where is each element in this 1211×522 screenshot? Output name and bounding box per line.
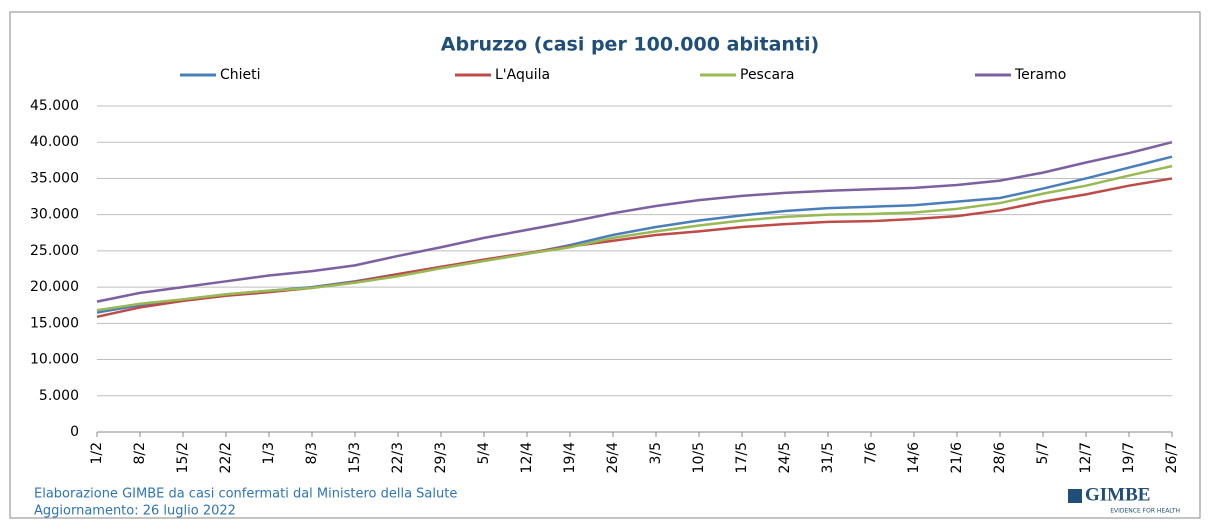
y-tick-label: 45.000 bbox=[30, 98, 79, 114]
frame bbox=[9, 11, 1201, 519]
x-tick-label: 14/6 bbox=[906, 442, 922, 474]
y-tick-label: 10.000 bbox=[30, 352, 79, 368]
x-tick-label: 26/4 bbox=[605, 442, 621, 474]
x-tick-label: 31/5 bbox=[820, 442, 836, 473]
x-tick-label: 17/5 bbox=[734, 442, 750, 473]
x-tick-label: 19/7 bbox=[1121, 442, 1137, 473]
x-tick-label: 1/2 bbox=[89, 442, 105, 465]
x-tick-label: 12/4 bbox=[519, 442, 535, 474]
legend-label: Chieti bbox=[220, 67, 261, 83]
x-tick-label: 29/3 bbox=[433, 442, 449, 473]
x-tick-label: 5/4 bbox=[476, 442, 492, 465]
logo-tagline: EVIDENCE FOR HEALTH bbox=[1110, 508, 1180, 515]
x-tick-label: 15/2 bbox=[175, 442, 191, 473]
legend-label: Pescara bbox=[740, 67, 794, 83]
x-tick-label: 28/6 bbox=[992, 442, 1008, 474]
x-tick-label: 22/3 bbox=[390, 442, 406, 473]
logo: GIMBE bbox=[1085, 484, 1150, 505]
legend-label: L'Aquila bbox=[495, 67, 550, 83]
y-tick-label: 20.000 bbox=[30, 279, 79, 295]
x-tick-label: 5/7 bbox=[1035, 442, 1051, 465]
y-tick-label: 40.000 bbox=[30, 134, 79, 150]
y-tick-label: 15.000 bbox=[30, 315, 79, 331]
x-tick-label: 3/5 bbox=[648, 442, 664, 465]
y-tick-label: 35.000 bbox=[30, 170, 79, 186]
line bbox=[96, 141, 1173, 303]
x-tick-label: 19/4 bbox=[562, 442, 578, 474]
legend-label: Teramo bbox=[1014, 67, 1066, 83]
y-tick-label: 0 bbox=[70, 424, 79, 440]
x-tick-label: 8/3 bbox=[304, 442, 320, 465]
chart-title: Abruzzo (casi per 100.000 abitanti) bbox=[441, 34, 819, 56]
y-tick-label: 30.000 bbox=[30, 207, 79, 223]
x-tick-label: 7/6 bbox=[863, 442, 879, 465]
x-tick-label: 22/2 bbox=[218, 442, 234, 473]
x-tick-label: 26/7 bbox=[1164, 442, 1180, 473]
note: Aggiornamento: 26 luglio 2022 bbox=[34, 504, 236, 519]
y-tick-label: 25.000 bbox=[30, 243, 79, 259]
x-tick-label: 21/6 bbox=[949, 442, 965, 474]
x-tick-label: 10/5 bbox=[691, 442, 707, 473]
x-tick-label: 8/2 bbox=[132, 442, 148, 465]
x-tick-label: 24/5 bbox=[777, 442, 793, 473]
logo-icon bbox=[1068, 489, 1082, 503]
note: Elaborazione GIMBE da casi confermati da… bbox=[34, 487, 457, 502]
x-tick-label: 1/3 bbox=[261, 442, 277, 465]
x-tick-label: 12/7 bbox=[1078, 442, 1094, 473]
x-tick-label: 15/3 bbox=[347, 442, 363, 473]
line bbox=[96, 164, 1173, 312]
y-tick-label: 5.000 bbox=[39, 388, 79, 404]
